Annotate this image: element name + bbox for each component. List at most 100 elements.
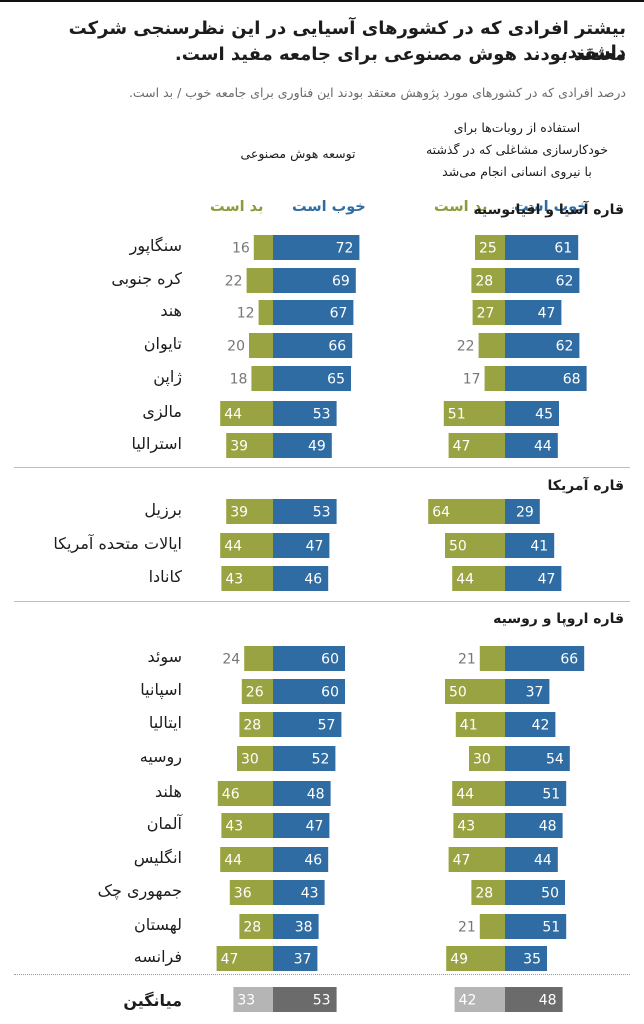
ai-row-17-good-value: 43	[301, 886, 319, 902]
column-header-robots-line-1: استفاده از روبات‌ها برای	[453, 120, 581, 135]
ai-row-9-good-bar	[273, 566, 329, 591]
robots-row-3-bad-value: 22	[457, 339, 475, 355]
ai-row-7-good-bar	[273, 499, 337, 524]
ai-row-14-good-value: 48	[307, 787, 325, 803]
section-label-america: قاره آمریکا	[547, 478, 624, 494]
robots-row-3-bad-bar	[478, 333, 505, 358]
robots-row-2-bad-bar	[472, 300, 505, 325]
country-label: اسپانیا	[140, 680, 182, 699]
country-label: استرالیا	[131, 434, 182, 453]
ai-row-1-bad-value: 22	[225, 274, 243, 290]
robots-row-11-bad-value: 50	[449, 685, 467, 701]
ai-row-2-bad-bar	[258, 300, 273, 325]
robots-row-15-bad-value: 43	[457, 819, 475, 835]
ai-row-8-bad-bar	[220, 533, 273, 558]
robots-row-7-bad-bar	[428, 499, 505, 524]
robots-row-7-good-bar	[505, 499, 540, 524]
ai-row-11-good-bar	[273, 679, 345, 704]
ai-row-6-good-value: 49	[308, 439, 326, 455]
country-label: سنگاپور	[129, 236, 182, 255]
robots-row-4-good-value: 68	[563, 372, 581, 388]
robots-row-14-good-value: 51	[542, 787, 560, 803]
country-label: تایوان	[143, 334, 182, 353]
robots-row-9-good-bar	[505, 566, 562, 591]
ai-row-11-bad-value: 26	[246, 685, 264, 701]
ai-row-14-bad-value: 46	[222, 787, 240, 803]
robots-row-9-bad-value: 44	[456, 572, 474, 588]
ai-row-5-bad-value: 44	[224, 407, 242, 423]
ai-row-4-bad-value: 18	[230, 372, 248, 388]
ai-row-18-good-bar	[273, 914, 319, 939]
robots-row-6-bad-bar	[448, 433, 505, 458]
robots-row-19-bad-value: 49	[450, 952, 468, 968]
robots-row-7-good-value: 29	[516, 505, 534, 521]
robots-row-1-bad-bar	[471, 268, 505, 293]
average-divider	[14, 974, 630, 975]
ai-row-12-good-bar	[273, 712, 342, 737]
robots-row-4-bad-value: 17	[463, 372, 481, 388]
ai-row-12-good-value: 57	[318, 718, 336, 734]
country-label: ایتالیا	[148, 713, 182, 732]
ai-row-2-good-bar	[273, 300, 354, 325]
robots-row-12-good-bar	[505, 712, 556, 737]
robots-row-5-good-bar	[505, 401, 559, 426]
ai-row-1-bad-bar	[246, 268, 273, 293]
robots-row-5-bad-bar	[443, 401, 505, 426]
ai-row-15-bad-value: 43	[225, 819, 243, 835]
robots-row-17-good-value: 50	[541, 886, 559, 902]
robots-row-4-bad-bar	[484, 366, 505, 391]
robots-row-10-bad-value: 21	[458, 652, 476, 668]
ai-row-6-good-bar	[273, 433, 332, 458]
average-label: میانگین	[123, 991, 182, 1010]
robots-row-19-good-value: 35	[523, 952, 541, 968]
ai-row-5-good-value: 53	[313, 407, 331, 423]
robots-row-10-good-bar	[505, 646, 585, 671]
ai-row-1-good-value: 69	[332, 274, 350, 290]
country-label: برزیل	[144, 500, 182, 519]
column-header-robots-line-3: با نیروی انسانی انجام می‌شد	[442, 164, 592, 179]
country-label: انگلیس	[133, 848, 182, 867]
ai-row-10-bad-value: 24	[222, 652, 240, 668]
robots-row-15-good-value: 48	[539, 819, 557, 835]
robots-row-11-bad-bar	[445, 679, 505, 704]
ai-row-12-bad-value: 28	[243, 718, 261, 734]
ai-row-18-good-value: 38	[295, 920, 313, 936]
legend-bad-ai: بد است	[210, 199, 264, 215]
ai-row-8-good-bar	[273, 533, 330, 558]
ai-row-0-good-value: 72	[336, 241, 354, 257]
ai-row-14-bad-bar	[217, 781, 273, 806]
robots-row-19-bad-bar	[446, 946, 505, 971]
robots-row-12-bad-value: 41	[460, 718, 478, 734]
ai-row-16-good-bar	[273, 847, 329, 872]
ai-row-5-bad-bar	[220, 401, 273, 426]
robots-row-6-bad-value: 47	[453, 439, 471, 455]
robots-row-15-good-bar	[505, 813, 563, 838]
chart-title-line-1: بیشتر افرادی که در کشورهای آسیایی در این…	[68, 18, 626, 63]
ai-row-11-bad-bar	[241, 679, 273, 704]
robots-row-0-bad-value: 25	[479, 241, 497, 257]
robots-row-0-bad-bar	[475, 235, 505, 260]
legend-good-ai: خوب است	[292, 199, 366, 215]
column-header-robots-line-2: خودکارسازی مشاغلی که در گذشته	[425, 142, 608, 157]
country-label: سوئد	[147, 647, 182, 666]
robots-average-bad-bar	[454, 987, 505, 1012]
ai-row-3-good-value: 66	[328, 339, 346, 355]
robots-row-19-good-bar	[505, 946, 547, 971]
ai-row-3-good-bar	[273, 333, 353, 358]
robots-row-11-good-bar	[505, 679, 550, 704]
robots-row-8-good-bar	[505, 533, 555, 558]
ai-row-4-good-bar	[273, 366, 351, 391]
country-label: مالزی	[142, 402, 182, 421]
robots-row-0-good-bar	[505, 235, 579, 260]
robots-row-17-good-bar	[505, 880, 565, 905]
robots-row-8-bad-bar	[445, 533, 505, 558]
ai-row-16-bad-bar	[220, 847, 273, 872]
robots-row-14-good-bar	[505, 781, 567, 806]
country-label: لهستان	[134, 915, 182, 934]
ai-row-4-bad-bar	[251, 366, 273, 391]
ai-row-2-bad-value: 12	[237, 306, 255, 322]
ai-row-8-good-value: 47	[306, 539, 324, 555]
country-label: روسیه	[139, 747, 182, 766]
ai-row-7-bad-bar	[226, 499, 273, 524]
ai-row-10-good-value: 60	[321, 652, 339, 668]
